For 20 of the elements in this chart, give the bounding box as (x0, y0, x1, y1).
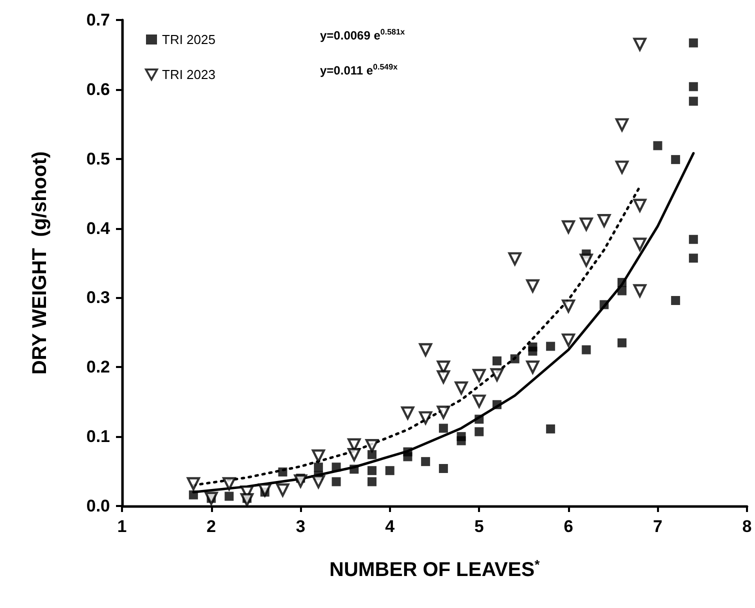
legend-label: TRI 2023 (162, 67, 216, 82)
x-axis-title: NUMBER OF LEAVES* (329, 557, 541, 581)
y-tick-label: 0.6 (86, 80, 110, 99)
x-tick-label: 2 (206, 517, 216, 536)
y-tick-label: 0.5 (86, 149, 110, 168)
legend-label: TRI 2025 (162, 32, 216, 47)
x-tick-label: 1 (117, 517, 127, 536)
x-tick-label: 6 (564, 517, 574, 536)
y-tick-label: 0.4 (86, 218, 111, 238)
x-tick-label: 4 (385, 517, 396, 536)
y-tick-label: 0.3 (86, 288, 110, 308)
x-tick-label: 8 (742, 517, 752, 536)
y-tick-label: 0.1 (86, 427, 110, 446)
x-tick-label: 5 (474, 517, 484, 536)
x-tick-label: 3 (296, 517, 306, 536)
y-tick-label: 0.2 (86, 358, 110, 377)
x-tick-label: 7 (652, 517, 662, 536)
y-tick-label: 0.0 (86, 496, 110, 516)
y-tick-label: 0.7 (86, 10, 110, 30)
y-axis-title: DRY WEIGHT (g/shoot) (29, 151, 51, 375)
